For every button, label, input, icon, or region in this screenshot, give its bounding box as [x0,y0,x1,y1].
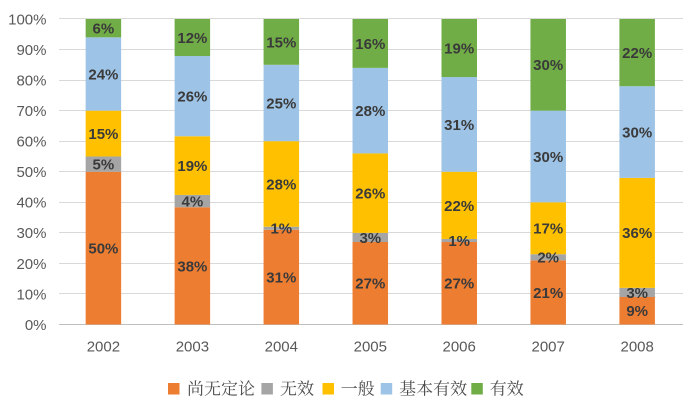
svg-text:5%: 5% [93,157,115,174]
svg-text:12%: 12% [177,30,207,47]
svg-text:60%: 60% [16,134,46,151]
svg-text:24%: 24% [88,66,118,83]
svg-text:3%: 3% [626,285,648,302]
svg-text:31%: 31% [266,270,296,287]
svg-text:22%: 22% [622,45,652,62]
svg-text:38%: 38% [177,258,207,275]
svg-text:27%: 27% [444,276,474,293]
svg-text:2004: 2004 [265,338,298,355]
svg-text:1%: 1% [270,221,292,238]
svg-text:30%: 30% [533,57,563,74]
svg-text:20%: 20% [16,256,46,273]
svg-text:100%: 100% [8,11,46,28]
svg-text:2%: 2% [537,250,559,267]
svg-text:28%: 28% [355,103,385,120]
svg-text:26%: 26% [177,89,207,106]
svg-text:2003: 2003 [176,338,209,355]
svg-text:70%: 70% [16,103,46,120]
svg-text:16%: 16% [355,36,385,53]
svg-text:9%: 9% [626,303,648,320]
svg-text:90%: 90% [16,42,46,59]
svg-text:26%: 26% [355,186,385,203]
svg-text:80%: 80% [16,73,46,90]
svg-text:10%: 10% [16,286,46,303]
svg-text:2006: 2006 [443,338,476,355]
svg-text:1%: 1% [448,233,470,250]
svg-text:36%: 36% [622,225,652,242]
svg-text:25%: 25% [266,95,296,112]
svg-text:15%: 15% [88,126,118,143]
svg-text:19%: 19% [177,158,207,175]
svg-text:2008: 2008 [621,338,654,355]
svg-text:30%: 30% [16,225,46,242]
svg-text:30%: 30% [533,149,563,166]
svg-text:15%: 15% [266,34,296,51]
svg-text:19%: 19% [444,40,474,57]
svg-text:21%: 21% [533,285,563,302]
svg-text:50%: 50% [16,164,46,181]
svg-text:6%: 6% [93,21,115,38]
svg-text:22%: 22% [444,198,474,215]
svg-text:17%: 17% [533,221,563,238]
svg-text:30%: 30% [622,124,652,141]
svg-text:0%: 0% [25,317,47,334]
svg-text:31%: 31% [444,117,474,134]
svg-text:2002: 2002 [87,338,120,355]
svg-text:2007: 2007 [532,338,565,355]
svg-text:27%: 27% [355,276,385,293]
svg-text:2005: 2005 [354,338,387,355]
svg-text:40%: 40% [16,195,46,212]
svg-text:28%: 28% [266,176,296,193]
svg-text:50%: 50% [88,241,118,258]
svg-text:3%: 3% [359,230,381,247]
svg-text:4%: 4% [182,194,204,211]
